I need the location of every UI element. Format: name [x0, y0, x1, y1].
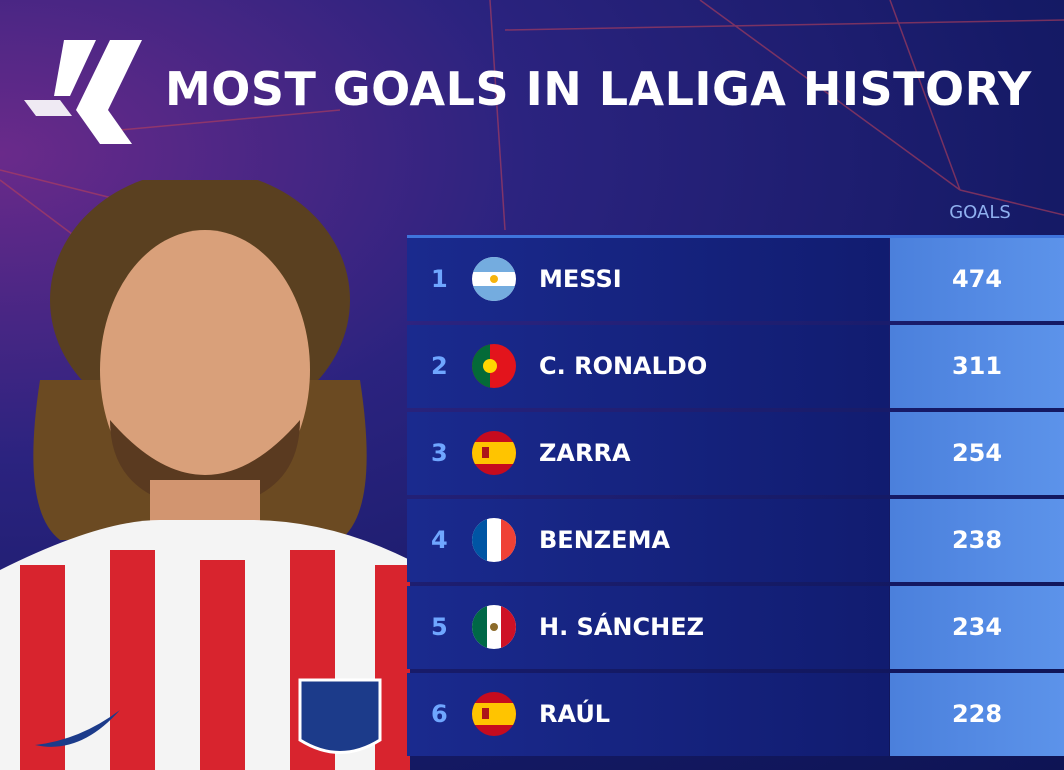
player-name: C. RONALDO [539, 352, 708, 380]
goals-cell: 234 [890, 586, 1064, 669]
title: MOST GOALS IN LALIGA HISTORY [165, 62, 1032, 116]
column-header: GOALS [949, 202, 1011, 223]
goals: 238 [951, 526, 1003, 554]
player-name: H. SÁNCHEZ [539, 613, 704, 641]
player-name: ZARRA [539, 439, 631, 467]
goals-cell: 238 [890, 499, 1064, 582]
rank: 1 [431, 265, 448, 293]
goals: 474 [951, 265, 1003, 293]
table-row: 4 BENZEMA 238 [407, 499, 1064, 582]
goals: 228 [951, 700, 1003, 728]
player-photo [0, 180, 410, 770]
rank: 4 [431, 526, 448, 554]
goals-cell: 474 [890, 238, 1064, 321]
table-row: 2 C. RONALDO 311 [407, 325, 1064, 408]
laliga-logo [24, 40, 142, 144]
goals-cell: 311 [890, 325, 1064, 408]
flag [472, 431, 516, 475]
goals-cell: 228 [890, 673, 1064, 756]
table-row: 6 RAÚL 228 [407, 673, 1064, 756]
rank: 2 [431, 352, 448, 380]
table-row: 3 ZARRA 254 [407, 412, 1064, 495]
rank: 6 [431, 700, 448, 728]
table-row: 5 H. SÁNCHEZ 234 [407, 586, 1064, 669]
rank: 3 [431, 439, 448, 467]
flag [472, 518, 516, 562]
header-line [407, 235, 1064, 238]
table-row: 1 MESSI 474 [407, 238, 1064, 321]
player-name: RAÚL [539, 700, 611, 728]
goals: 311 [951, 352, 1003, 380]
rank: 5 [431, 613, 448, 641]
player-name: MESSI [539, 265, 622, 293]
flag [472, 605, 516, 649]
goals: 254 [951, 439, 1003, 467]
goals: 234 [951, 613, 1003, 641]
flag [472, 344, 516, 388]
flag [472, 257, 516, 301]
player-name: BENZEMA [539, 526, 671, 554]
flag [472, 692, 516, 736]
goals-cell: 254 [890, 412, 1064, 495]
